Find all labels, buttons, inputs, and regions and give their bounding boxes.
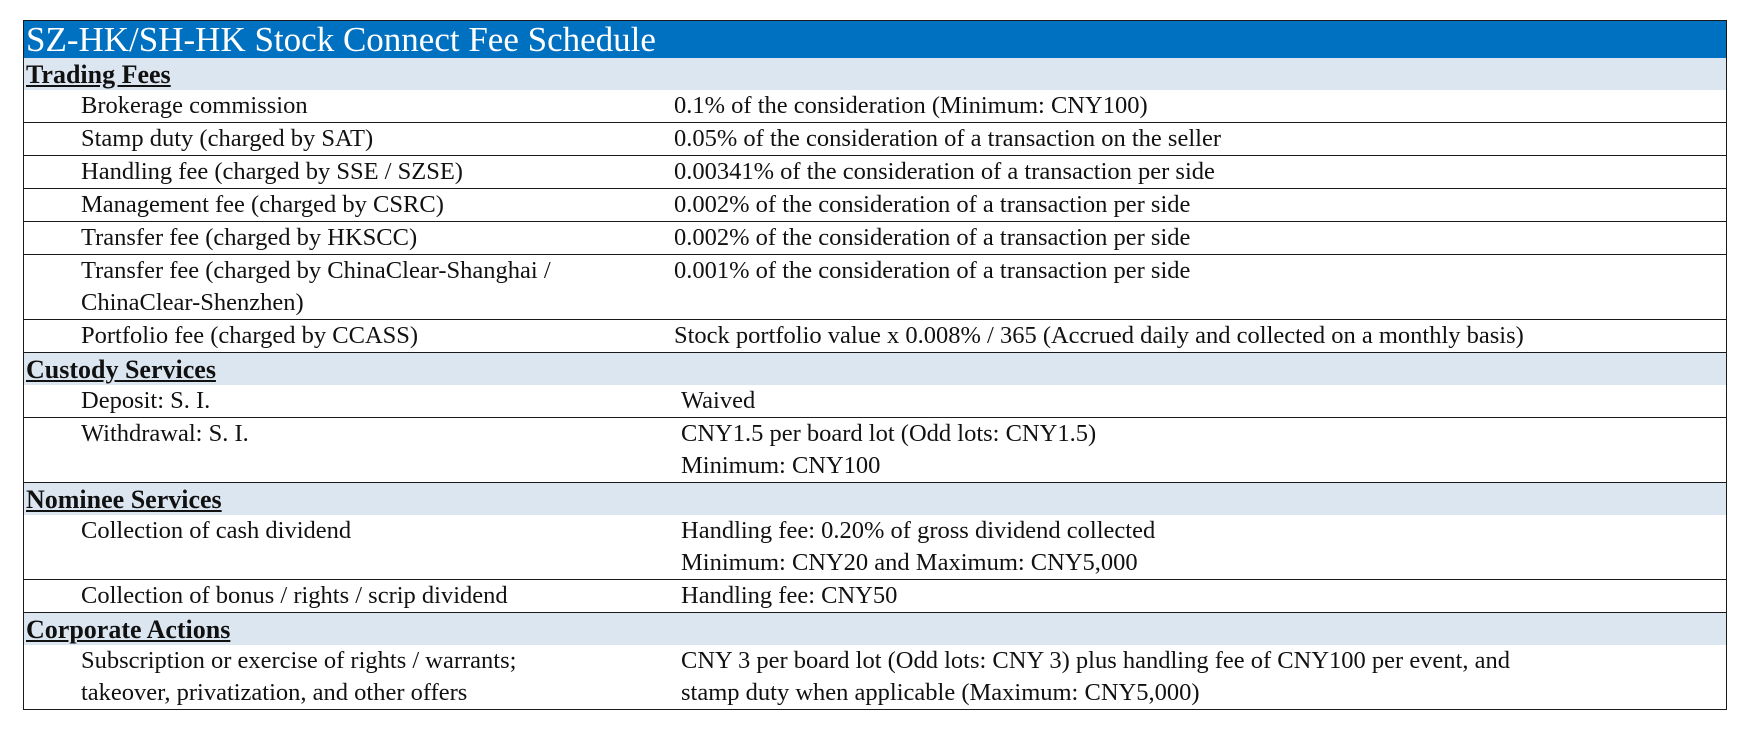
fee-label: Management fee (charged by CSRC) <box>81 191 444 218</box>
fee-table: Trading Fees Brokerage commission 0.1% o… <box>23 58 1727 710</box>
table-row: Collection of cash dividend Handling fee… <box>24 515 1726 579</box>
table-row: Transfer fee (charged by ChinaClear-Shan… <box>24 254 1726 319</box>
fee-label: Stamp duty (charged by SAT) <box>81 125 374 152</box>
section-heading-nominee-services: Nominee Services <box>24 483 1726 515</box>
section-heading-custody-services: Custody Services <box>24 353 1726 385</box>
fee-value: CNY 3 per board lot (Odd lots: CNY 3) pl… <box>681 647 1510 706</box>
fee-value: Stock portfolio value x 0.008% / 365 (Ac… <box>674 322 1524 349</box>
fee-label: Withdrawal: S. I. <box>81 420 249 447</box>
table-row: Portfolio fee (charged by CCASS) Stock p… <box>24 319 1726 352</box>
fee-label: Subscription or exercise of rights / war… <box>81 647 517 706</box>
fee-label: Collection of cash dividend <box>81 517 352 544</box>
fee-value: 0.00341% of the consideration of a trans… <box>674 158 1215 185</box>
section-heading-trading-fees: Trading Fees <box>24 58 1726 90</box>
fee-label: Brokerage commission <box>81 92 308 119</box>
fee-value: Handling fee: 0.20% of gross dividend co… <box>681 517 1156 576</box>
fee-value: Waived <box>681 387 756 414</box>
page-title: SZ-HK/SH-HK Stock Connect Fee Schedule <box>23 20 1727 59</box>
fee-value: 0.05% of the consideration of a transact… <box>674 125 1221 152</box>
table-row: Brokerage commission 0.1% of the conside… <box>24 90 1726 122</box>
fee-value: 0.002% of the consideration of a transac… <box>674 224 1191 251</box>
fee-value: 0.002% of the consideration of a transac… <box>674 191 1191 218</box>
section-heading-corporate-actions: Corporate Actions <box>24 613 1726 645</box>
table-row: Subscription or exercise of rights / war… <box>24 645 1726 709</box>
fee-label: Handling fee (charged by SSE / SZSE) <box>81 158 463 185</box>
fee-label: Transfer fee (charged by ChinaClear-Shan… <box>81 257 551 316</box>
fee-label: Deposit: S. I. <box>81 387 211 414</box>
fee-label: Portfolio fee (charged by CCASS) <box>81 322 419 349</box>
table-row: Handling fee (charged by SSE / SZSE) 0.0… <box>24 155 1726 188</box>
fee-value: 0.1% of the consideration (Minimum: CNY1… <box>674 92 1148 119</box>
fee-value: 0.001% of the consideration of a transac… <box>674 257 1191 284</box>
table-row: Management fee (charged by CSRC) 0.002% … <box>24 188 1726 221</box>
fee-label: Collection of bonus / rights / scrip div… <box>81 582 508 609</box>
fee-schedule: SZ-HK/SH-HK Stock Connect Fee Schedule T… <box>23 20 1727 710</box>
table-row: Withdrawal: S. I. CNY1.5 per board lot (… <box>24 417 1726 482</box>
table-row: Transfer fee (charged by HKSCC) 0.002% o… <box>24 221 1726 254</box>
fee-value: Handling fee: CNY50 <box>681 582 898 609</box>
table-row: Stamp duty (charged by SAT) 0.05% of the… <box>24 122 1726 155</box>
table-row: Collection of bonus / rights / scrip div… <box>24 579 1726 612</box>
fee-label: Transfer fee (charged by HKSCC) <box>81 224 418 251</box>
table-row: Deposit: S. I. Waived <box>24 385 1726 417</box>
fee-value: CNY1.5 per board lot (Odd lots: CNY1.5) … <box>681 420 1097 479</box>
